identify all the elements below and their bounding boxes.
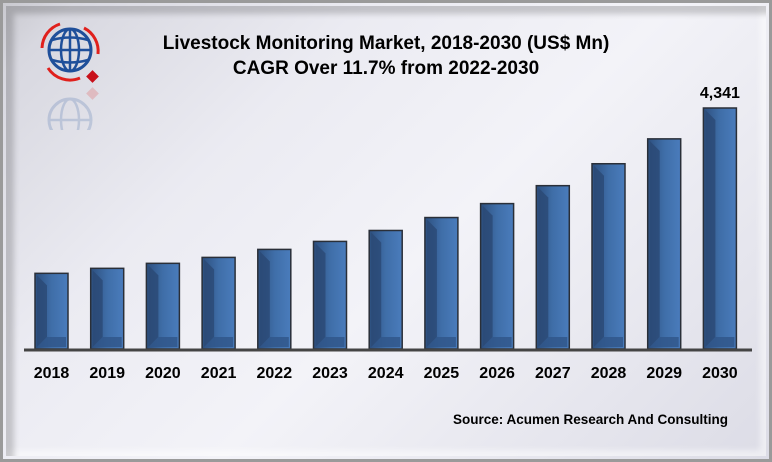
globe-logo-icon (40, 22, 100, 130)
bar-2019 (89, 267, 125, 350)
bar-2028 (591, 162, 626, 350)
x-tick-label: 2020 (145, 365, 181, 382)
x-tick-label: 2030 (702, 365, 738, 382)
x-tick-label: 2025 (424, 365, 460, 382)
x-tick-label: 2027 (535, 365, 571, 382)
bar-2029 (646, 138, 682, 350)
bar-2025 (424, 216, 459, 350)
bar-2020 (145, 262, 181, 350)
x-tick-label: 2023 (312, 365, 348, 382)
x-tick-label: 2026 (479, 365, 515, 382)
bar-2021 (201, 256, 236, 350)
x-tick-label: 2019 (89, 365, 125, 382)
x-tick-label: 2021 (201, 365, 237, 382)
source-note: Source: Acumen Research And Consulting (452, 412, 728, 427)
x-tick-label: 2029 (646, 365, 682, 382)
bar-2030 (702, 107, 738, 350)
bar-2018 (34, 272, 69, 350)
bar-2023 (312, 240, 348, 350)
x-tick-label: 2024 (368, 365, 404, 382)
bar-2027 (535, 184, 571, 350)
data-label: 4,341 (700, 85, 740, 102)
bar-2026 (479, 202, 515, 350)
bar-2022 (257, 248, 292, 350)
chart-title: Livestock Monitoring Market, 2018-2030 (… (162, 33, 610, 54)
x-tick-label: 2028 (591, 365, 627, 382)
x-tick-label: 2018 (34, 365, 70, 382)
x-tick-label: 2022 (257, 365, 293, 382)
bar-2024 (368, 229, 403, 350)
chart-subtitle: CAGR Over 11.7% from 2022-2030 (232, 58, 540, 79)
